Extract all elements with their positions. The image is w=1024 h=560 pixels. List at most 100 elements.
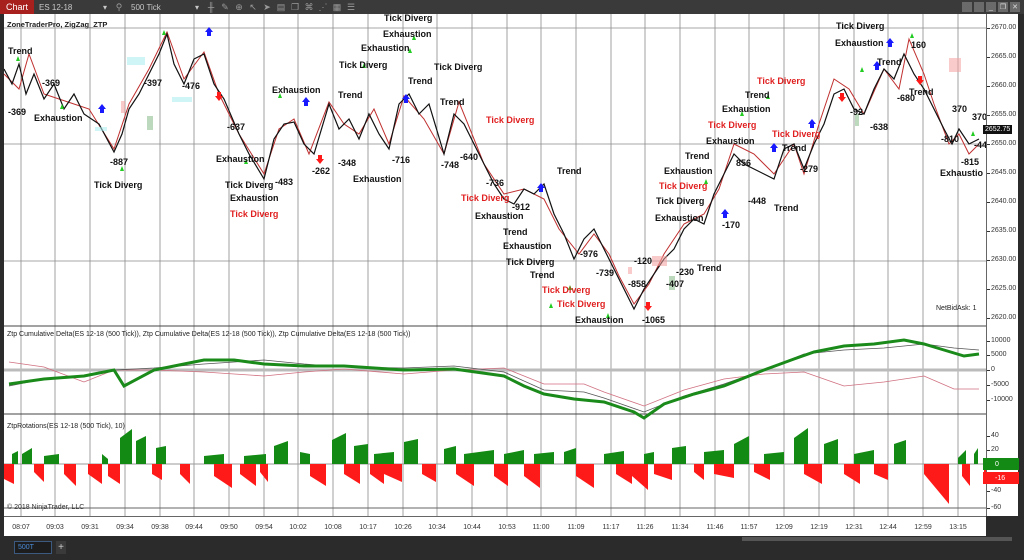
bar-style-icon[interactable]: ╫ — [207, 2, 215, 12]
y-tick: 2635.00 — [991, 227, 1017, 234]
zigzag-value: -637 — [227, 122, 246, 132]
signal-label: Trend — [338, 90, 363, 100]
signal-label: Exhaustion — [575, 315, 624, 325]
calculator-icon[interactable]: ▦ — [332, 1, 342, 12]
time-tick: 10:53 — [498, 524, 516, 531]
zigzag-value: -736 — [486, 178, 505, 188]
time-tick: 12:19 — [810, 524, 828, 531]
signal-label: Exhaustion — [216, 154, 265, 164]
time-tick: 11:09 — [567, 524, 585, 531]
interval-selector[interactable]: 500 Tick ▾ — [126, 0, 204, 14]
signal-label: Tick Diverg — [757, 76, 806, 86]
signal-label: Tick Diverg — [339, 60, 388, 70]
zigzag-value: 856 — [736, 158, 752, 168]
chart-grid-svg — [4, 14, 986, 516]
y-tick: 2630.00 — [991, 256, 1017, 263]
delta-tick: 5000 — [991, 351, 1007, 358]
signal-label: Exhaustion — [383, 29, 432, 39]
zigzag-value: -407 — [666, 279, 685, 289]
tile-icon[interactable] — [974, 2, 984, 12]
signal-label: Exhaustion — [706, 136, 755, 146]
tile-icon[interactable] — [962, 2, 972, 12]
zigzag-value: -483 — [275, 177, 294, 187]
zigzag-value: -369 — [8, 107, 27, 117]
chart-toolbar: Chart ES 12-18 ▾ ⚲ 500 Tick ▾ ╫ ✎ ⊕ ↖ ➤ … — [0, 0, 1024, 14]
y-tick: 2650.00 — [991, 140, 1017, 147]
signal-label: Trend — [685, 151, 710, 161]
signal-label: Tick Diverg — [659, 181, 708, 191]
signal-label: Trend — [440, 97, 465, 107]
zigzag-value: -638 — [870, 122, 889, 132]
y-tick: 2620.00 — [991, 314, 1017, 321]
signal-label: Trend — [877, 57, 902, 67]
signal-label: Tick Diverg — [836, 21, 885, 31]
time-tick: 10:44 — [463, 524, 481, 531]
time-tick: 11:26 — [636, 524, 654, 531]
zigzag-value: -348 — [338, 158, 357, 168]
time-tick: 12:44 — [879, 524, 897, 531]
rotation-down-bars — [4, 464, 986, 504]
properties-icon[interactable]: ▤ — [276, 1, 286, 12]
minimize-icon[interactable]: _ — [986, 2, 996, 12]
search-icon[interactable]: ⚲ — [115, 1, 123, 12]
signal-label: Exhaustion — [655, 213, 704, 223]
zigzag-value: -476 — [182, 81, 201, 91]
signal-label: Trend — [697, 263, 722, 273]
price-axis[interactable]: 2670.00 2665.00 2660.00 2655.00 2650.00 … — [983, 14, 1019, 516]
cursor-icon[interactable]: ➤ — [263, 1, 271, 12]
chart-canvas[interactable]: ZoneTraderPro, ZigZag_ZTP Ztp Cumulative… — [4, 13, 988, 516]
delta-panel-label: Ztp Cumulative Delta(ES 12-18 (500 Tick)… — [7, 331, 411, 338]
chart-tab[interactable]: Chart — [0, 0, 35, 14]
signal-label: Tick Diverg — [225, 180, 274, 190]
strategies-icon[interactable]: ⋰ — [318, 1, 328, 12]
pointer-icon[interactable]: ↖ — [249, 1, 257, 12]
y-tick: 2645.00 — [991, 169, 1017, 176]
rotation-tick: 20 — [991, 446, 999, 453]
time-tick: 09:34 — [116, 524, 134, 531]
rotations-panel-label: ZtpRotations(ES 12-18 (500 Tick), 10) — [7, 423, 125, 430]
signal-label: Tick Diverg — [542, 285, 591, 295]
time-tick: 11:34 — [671, 524, 689, 531]
zigzag-value: -369 — [42, 78, 61, 88]
instrument-selector[interactable]: ES 12-18 ▾ — [34, 0, 112, 14]
indicators-icon[interactable]: ⌘ — [304, 1, 314, 12]
time-tick: 11:57 — [740, 524, 758, 531]
restore-icon[interactable]: ❐ — [998, 2, 1008, 12]
zigzag-value: -120 — [634, 256, 653, 266]
zigzag-value: -640 — [460, 152, 479, 162]
chevron-down-icon: ▾ — [195, 2, 200, 12]
signal-label: Exhaustion — [34, 113, 83, 123]
rotation-down-tag: -16 — [983, 472, 1019, 484]
tab-500t[interactable]: 500T — [14, 541, 52, 554]
signal-label: Exhaustio — [940, 168, 984, 178]
rotation-tick: -60 — [991, 504, 1002, 511]
zigzag-value: -397 — [144, 78, 163, 88]
time-tick: 10:08 — [324, 524, 342, 531]
delta-tick: -5000 — [991, 381, 1009, 388]
zoom-icon[interactable]: ⊕ — [235, 1, 243, 12]
zigzag-value: -44 — [974, 140, 988, 150]
zigzag-value: -680 — [897, 93, 916, 103]
signal-label: Tick Diverg — [434, 62, 483, 72]
time-tick: 08:07 — [12, 524, 30, 531]
zigzag-value: -170 — [722, 220, 741, 230]
rotation-up-tag: 0 — [983, 458, 1019, 470]
net-bid-ask: NetBidAsk: 1 — [936, 305, 977, 312]
zigzag-value: -92 — [850, 107, 864, 117]
zigzag-value: 370 — [972, 112, 988, 122]
zigzag-value: -279 — [800, 164, 819, 174]
time-tick: 11:17 — [602, 524, 620, 531]
chevron-down-icon: ▾ — [103, 2, 108, 12]
time-axis[interactable]: 08:07 09:03 09:31 09:34 09:38 09:44 09:5… — [4, 516, 986, 536]
delta-tick: 10000 — [991, 337, 1011, 344]
right-strip — [1018, 14, 1024, 560]
list-icon[interactable]: ☰ — [346, 1, 356, 12]
draw-icon[interactable]: ✎ — [221, 1, 229, 12]
close-icon[interactable]: ✕ — [1010, 2, 1020, 12]
rotation-tick: -40 — [991, 487, 1002, 494]
horizontal-scrollbar[interactable] — [742, 537, 1012, 541]
template-icon[interactable]: ❐ — [290, 1, 300, 12]
add-tab-button[interactable]: + — [56, 541, 66, 554]
zigzag-value: -230 — [676, 267, 695, 277]
signal-label: Trend — [530, 270, 555, 280]
